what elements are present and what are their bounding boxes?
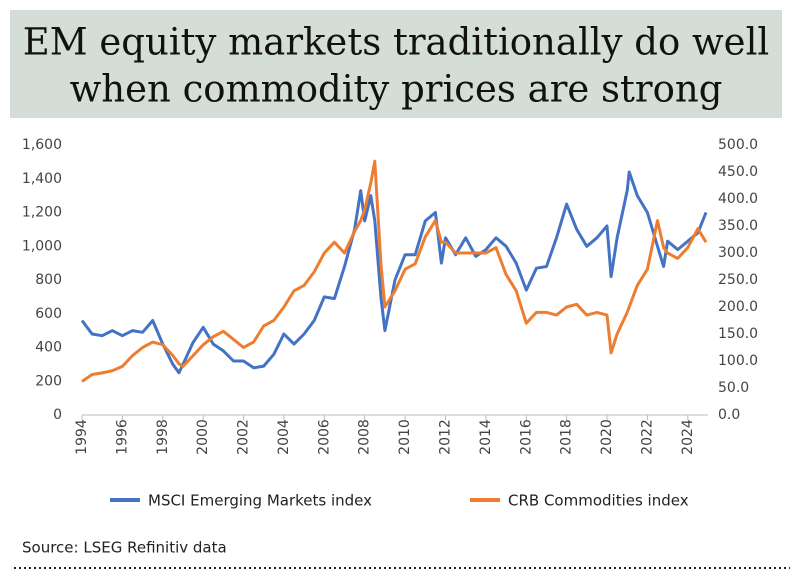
y2-tick-label: 350.0 — [718, 218, 758, 234]
x-tick-label: 2024 — [680, 419, 696, 455]
chart-title: when commodity prices are strong — [70, 68, 723, 111]
y2-tick-label: 50.0 — [718, 380, 749, 396]
x-tick-label: 2016 — [518, 419, 534, 455]
x-tick-label: 1996 — [114, 419, 130, 455]
x-tick-label: 2014 — [478, 419, 494, 455]
y-tick-label: 1,400 — [22, 171, 62, 187]
x-tick-label: 2002 — [236, 419, 252, 455]
y-tick-label: 1,600 — [22, 137, 62, 153]
x-tick-label: 2012 — [437, 419, 453, 455]
y-tick-label: 400 — [35, 340, 62, 356]
x-tick-label: 2018 — [559, 419, 575, 455]
y-tick-label: 200 — [35, 373, 62, 389]
series-line — [81, 159, 708, 383]
y2-tick-label: 500.0 — [718, 137, 758, 153]
x-tick-label: 1998 — [155, 419, 171, 455]
series-line — [80, 170, 708, 375]
y2-tick-label: 250.0 — [718, 272, 758, 288]
y2-tick-label: 0.0 — [718, 407, 740, 423]
x-tick-label: 1994 — [74, 419, 90, 455]
y2-tick-label: 400.0 — [718, 191, 758, 207]
x-tick-label: 2010 — [397, 419, 413, 455]
x-tick-label: 2004 — [276, 419, 292, 455]
legend-label: CRB Commodities index — [508, 492, 689, 510]
y-tick-label: 1,200 — [22, 205, 62, 221]
legend-label: MSCI Emerging Markets index — [148, 492, 372, 510]
y2-tick-label: 300.0 — [718, 245, 758, 261]
y2-tick-label: 100.0 — [718, 353, 758, 369]
title-banner — [10, 10, 782, 118]
x-tick-label: 2006 — [316, 419, 332, 455]
y-tick-label: 0 — [53, 407, 62, 423]
y2-tick-label: 150.0 — [718, 326, 758, 342]
y2-tick-label: 200.0 — [718, 299, 758, 315]
x-tick-label: 2000 — [195, 419, 211, 455]
chart-title: EM equity markets traditionally do well — [23, 21, 770, 64]
source: Source: LSEG Refinitiv data — [22, 539, 227, 557]
x-tick-label: 2008 — [357, 419, 373, 455]
y2-tick-label: 450.0 — [718, 164, 758, 180]
x-tick-label: 2020 — [599, 419, 615, 455]
y-tick-label: 600 — [35, 306, 62, 322]
y-tick-label: 1,000 — [22, 238, 62, 254]
y-tick-label: 800 — [35, 272, 62, 288]
x-tick-label: 2022 — [639, 419, 655, 455]
